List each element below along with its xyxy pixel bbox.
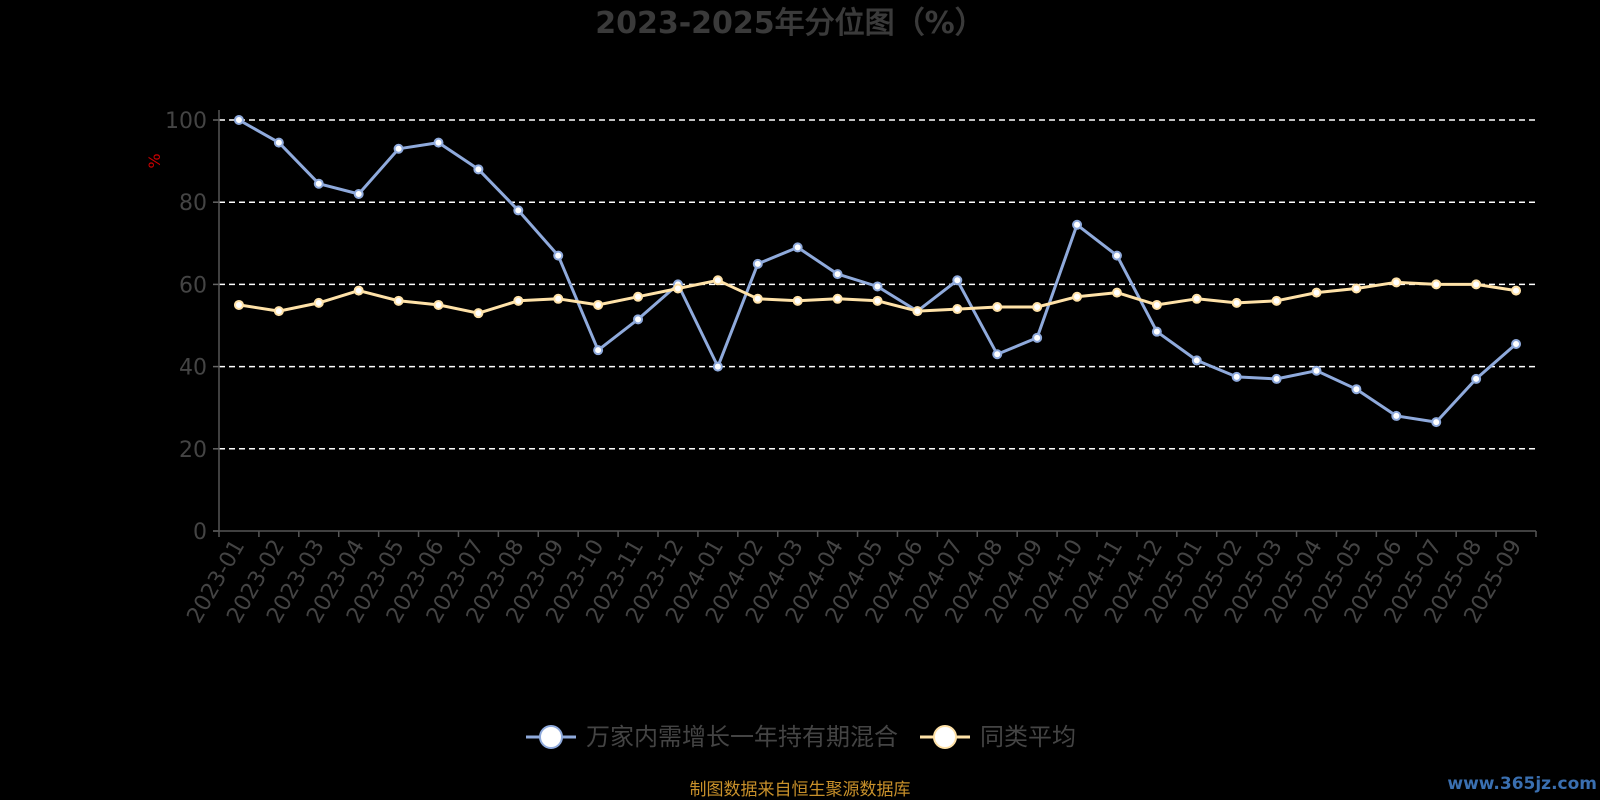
y-axis-label: % xyxy=(145,153,164,168)
data-point-s1-22[interactable] xyxy=(1111,287,1122,298)
y-tick-label-4: 80 xyxy=(179,191,207,216)
data-point-s1-3[interactable] xyxy=(353,285,364,296)
legend-label-1: 同类平均 xyxy=(980,723,1076,751)
data-point-s0-24[interactable] xyxy=(1191,355,1202,366)
data-point-s0-15[interactable] xyxy=(832,269,843,280)
data-point-s0-7[interactable] xyxy=(513,205,524,216)
data-point-s0-29[interactable] xyxy=(1391,410,1402,421)
data-point-s0-9[interactable] xyxy=(593,345,604,356)
data-point-s0-19[interactable] xyxy=(992,349,1003,360)
data-point-s0-20[interactable] xyxy=(1032,332,1043,343)
data-point-s1-27[interactable] xyxy=(1311,287,1322,298)
y-tick-label-1: 20 xyxy=(179,438,207,463)
data-point-s0-28[interactable] xyxy=(1351,384,1362,395)
data-point-s0-32[interactable] xyxy=(1511,338,1522,349)
data-point-s0-30[interactable] xyxy=(1431,417,1442,428)
axes xyxy=(213,110,1537,537)
data-point-s1-21[interactable] xyxy=(1072,291,1083,302)
data-point-s1-29[interactable] xyxy=(1391,277,1402,288)
y-tick-label-5: 100 xyxy=(165,109,207,134)
x-tick-labels: 2023-012023-022023-032023-042023-052023-… xyxy=(183,536,1528,628)
data-point-s0-16[interactable] xyxy=(872,281,883,292)
data-point-s0-18[interactable] xyxy=(952,275,963,286)
data-point-s1-5[interactable] xyxy=(433,299,444,310)
data-point-s0-2[interactable] xyxy=(313,178,324,189)
data-point-s0-23[interactable] xyxy=(1151,326,1162,337)
data-point-s1-2[interactable] xyxy=(313,297,324,308)
data-point-s0-25[interactable] xyxy=(1231,371,1242,382)
data-point-s1-26[interactable] xyxy=(1271,295,1282,306)
data-point-s0-13[interactable] xyxy=(752,258,763,269)
data-point-s1-10[interactable] xyxy=(633,291,644,302)
series-line-0 xyxy=(238,118,1517,424)
data-point-s0-31[interactable] xyxy=(1471,373,1482,384)
data-point-s1-1[interactable] xyxy=(273,306,284,317)
y-tick-labels: 0 20 40 60 80 100 xyxy=(165,109,207,545)
data-point-s0-1[interactable] xyxy=(273,137,284,148)
data-point-s0-12[interactable] xyxy=(712,361,723,372)
data-point-s0-22[interactable] xyxy=(1111,250,1122,261)
data-point-s1-4[interactable] xyxy=(393,295,404,306)
data-point-s1-32[interactable] xyxy=(1511,285,1522,296)
data-point-s1-20[interactable] xyxy=(1032,302,1043,313)
legend-item-1[interactable]: 同类平均 xyxy=(920,723,1076,751)
data-point-s1-0[interactable] xyxy=(233,299,244,310)
data-source-note: 制图数据来自恒生聚源数据库 xyxy=(690,780,911,800)
data-point-s0-6[interactable] xyxy=(473,164,484,175)
data-point-s0-5[interactable] xyxy=(433,137,444,148)
data-point-s1-13[interactable] xyxy=(752,293,763,304)
data-point-s1-24[interactable] xyxy=(1191,293,1202,304)
data-point-s1-9[interactable] xyxy=(593,299,604,310)
data-point-s1-18[interactable] xyxy=(952,304,963,315)
watermark: www.365jz.com xyxy=(1447,774,1597,794)
data-point-s0-8[interactable] xyxy=(553,250,564,261)
data-point-s1-31[interactable] xyxy=(1471,279,1482,290)
data-point-s1-23[interactable] xyxy=(1151,299,1162,310)
legend-item-0[interactable]: 万家内需增长一年持有期混合 xyxy=(526,723,898,751)
data-point-s1-7[interactable] xyxy=(513,295,524,306)
data-point-s1-19[interactable] xyxy=(992,302,1003,313)
data-point-s1-16[interactable] xyxy=(872,295,883,306)
data-point-s0-3[interactable] xyxy=(353,188,364,199)
data-point-s1-30[interactable] xyxy=(1431,279,1442,290)
chart-title: 2023-2025年分位图（%） xyxy=(595,6,985,41)
data-point-s1-12[interactable] xyxy=(712,275,723,286)
data-point-s0-4[interactable] xyxy=(393,143,404,154)
data-point-s0-0[interactable] xyxy=(233,115,244,125)
data-point-s1-6[interactable] xyxy=(473,308,484,319)
y-tick-label-0: 0 xyxy=(193,520,207,545)
legend-marker-0 xyxy=(539,725,563,749)
legend-marker-1 xyxy=(933,725,957,749)
data-point-s1-14[interactable] xyxy=(792,295,803,306)
data-point-s1-28[interactable] xyxy=(1351,283,1362,294)
legend-label-0: 万家内需增长一年持有期混合 xyxy=(586,723,898,751)
data-point-s0-14[interactable] xyxy=(792,242,803,253)
data-point-s1-15[interactable] xyxy=(832,293,843,304)
y-tick-label-3: 60 xyxy=(179,273,207,298)
data-point-s1-17[interactable] xyxy=(912,306,923,317)
data-point-s0-10[interactable] xyxy=(633,314,644,325)
data-point-s0-21[interactable] xyxy=(1072,219,1083,230)
legend[interactable]: 万家内需增长一年持有期混合 同类平均 xyxy=(526,723,1076,751)
data-point-s0-26[interactable] xyxy=(1271,373,1282,384)
data-point-s0-27[interactable] xyxy=(1311,365,1322,376)
y-tick-label-2: 40 xyxy=(179,356,207,381)
series-lines xyxy=(233,115,1522,428)
data-point-s1-11[interactable] xyxy=(672,283,683,294)
data-point-s1-25[interactable] xyxy=(1231,297,1242,308)
data-point-s1-8[interactable] xyxy=(553,293,564,304)
